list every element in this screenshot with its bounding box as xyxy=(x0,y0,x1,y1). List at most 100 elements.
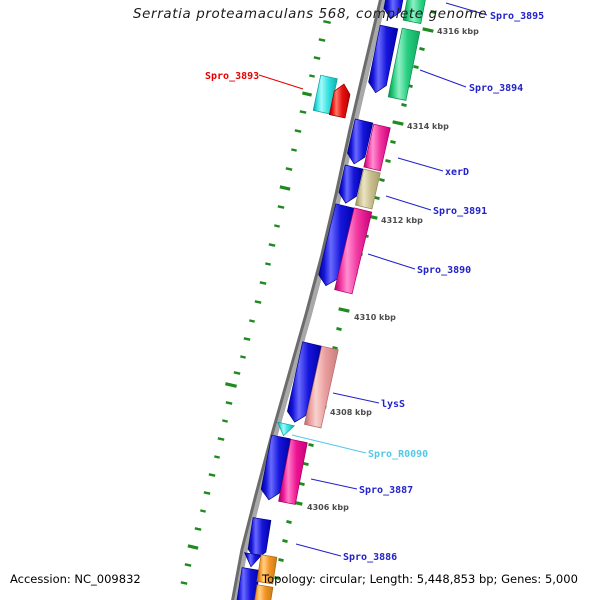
gene-shape-spro3894[interactable] xyxy=(387,27,421,101)
inner-ring-mark xyxy=(208,473,216,477)
inner-ring-mark xyxy=(265,262,271,266)
ruler-tick-minor xyxy=(430,10,436,14)
ruler-tick-major xyxy=(392,120,404,126)
ruler-tick-minor xyxy=(379,178,385,182)
ruler-tick-label: 4316 kbp xyxy=(437,27,479,36)
ruler-tick-minor xyxy=(286,520,292,524)
gene-shape-spro3895[interactable] xyxy=(402,0,433,25)
gene-shape-spro3894-cds[interactable] xyxy=(368,24,399,94)
gene-shape-spro-r0090[interactable] xyxy=(277,421,296,437)
ruler-tick-minor xyxy=(274,576,280,580)
gene-shape-bottom-gene-1[interactable] xyxy=(256,554,278,585)
inner-ring-mark xyxy=(240,355,246,359)
ruler-tick-minor xyxy=(385,159,391,163)
label-callout-line xyxy=(332,392,380,404)
gene-shape-spro3893-b[interactable] xyxy=(328,83,351,119)
ruler-tick-minor xyxy=(374,196,380,200)
gene-label-spro-3893[interactable]: Spro_3893 xyxy=(205,71,259,82)
inner-ring-mark xyxy=(233,371,241,375)
gene-label-spro-3887[interactable]: Spro_3887 xyxy=(359,485,413,496)
topology-stats-text: Topology: circular; Length: 5,448,853 bp… xyxy=(262,572,578,586)
gene-shape-spro3891[interactable] xyxy=(354,168,381,210)
label-callout-line xyxy=(419,69,467,88)
ruler-tick-label: 4308 kbp xyxy=(330,408,372,417)
inner-ring-mark xyxy=(313,56,321,60)
label-callout-line xyxy=(310,478,358,490)
label-callout-line xyxy=(367,253,416,270)
gene-label-lyss[interactable]: lysS xyxy=(381,399,405,410)
ruler-tick-minor xyxy=(282,539,288,543)
label-callout-line xyxy=(291,434,367,454)
inner-ring-mark xyxy=(254,300,262,304)
gene-shape-lyss[interactable] xyxy=(303,345,339,429)
gene-label-spro-3895[interactable]: Spro_3895 xyxy=(490,11,544,22)
inner-ring-mark xyxy=(302,91,312,97)
gene-shape-next-cds-tip[interactable] xyxy=(244,552,263,568)
gene-label-spro-r0090[interactable]: Spro_R0090 xyxy=(368,449,428,460)
inner-ring-mark xyxy=(222,419,228,423)
gene-shape-spro3890[interactable] xyxy=(334,207,373,295)
gene-shape-spro3887-cds[interactable] xyxy=(260,434,291,501)
inner-ring-mark xyxy=(217,437,225,441)
inner-ring-mark xyxy=(203,491,211,495)
gene-label-xerd[interactable]: xerD xyxy=(445,167,469,178)
ruler-tick-label: 4306 kbp xyxy=(307,503,349,512)
inner-ring-mark xyxy=(277,205,285,209)
ruler-tick-minor xyxy=(413,65,419,69)
inner-ring-mark xyxy=(294,129,302,133)
gene-shape-spro3891-cds[interactable] xyxy=(338,164,364,204)
gene-shape-bottom-gene-2[interactable] xyxy=(253,584,274,600)
ruler-tick-minor xyxy=(419,47,425,51)
inner-ring-mark xyxy=(187,544,199,550)
inner-ring-mark xyxy=(184,563,192,567)
ruler-tick-minor xyxy=(336,327,342,331)
gene-label-spro-3891[interactable]: Spro_3891 xyxy=(433,206,487,217)
inner-ring-mark xyxy=(268,243,276,247)
inner-ring-mark xyxy=(194,527,202,531)
page-title: Serratia proteamaculans 568, complete ge… xyxy=(133,7,488,22)
inner-ring-mark xyxy=(318,38,326,42)
inner-ring-mark xyxy=(279,185,291,191)
gene-shape-spro3890-cds[interactable] xyxy=(318,203,355,287)
ruler-tick-major xyxy=(422,27,434,33)
ruler-tick-minor xyxy=(390,140,396,144)
label-callout-line xyxy=(258,74,304,90)
ruler-tick-major xyxy=(338,307,350,313)
inner-ring-mark xyxy=(214,455,220,459)
inner-ring-mark xyxy=(243,337,251,341)
inner-ring-mark xyxy=(180,581,188,585)
inner-ring-mark xyxy=(249,319,255,323)
gene-label-spro-3890[interactable]: Spro_3890 xyxy=(417,265,471,276)
ruler-tick-label: 4310 kbp xyxy=(354,313,396,322)
inner-ring-mark xyxy=(200,509,206,513)
inner-ring-mark xyxy=(225,401,233,405)
accession-text: Accession: NC_009832 xyxy=(10,572,141,586)
gene-shape-lyss-cds[interactable] xyxy=(287,341,322,423)
inner-ring-mark xyxy=(285,167,293,171)
gene-shape-spro3895-cds[interactable] xyxy=(383,0,410,20)
gene-shape-xerd[interactable] xyxy=(363,123,391,172)
inner-ring-mark xyxy=(259,281,267,285)
gene-shape-bottom-cds[interactable] xyxy=(235,567,261,600)
inner-ring-mark xyxy=(323,19,331,25)
ruler-tick-minor xyxy=(308,443,314,447)
label-callout-line xyxy=(295,543,342,557)
label-callout-line xyxy=(397,157,444,172)
gene-label-spro-3886[interactable]: Spro_3886 xyxy=(343,552,397,563)
ruler-tick-label: 4314 kbp xyxy=(407,122,449,131)
label-callout-line xyxy=(445,2,488,16)
gene-label-spro-3894[interactable]: Spro_3894 xyxy=(469,83,523,94)
inner-ring-mark xyxy=(309,74,315,78)
gene-shape-spro3887[interactable] xyxy=(278,438,308,505)
ruler-tick-minor xyxy=(299,482,305,486)
ruler-tick-minor xyxy=(401,103,407,107)
ruler-tick-label: 4312 kbp xyxy=(381,216,423,225)
inner-ring-mark xyxy=(225,382,237,388)
inner-ring-mark xyxy=(274,224,280,228)
genome-backbone-highlight xyxy=(234,0,387,600)
ruler-tick-minor xyxy=(303,462,309,466)
inner-ring-mark xyxy=(291,148,297,152)
gene-shape-xerd-cds[interactable] xyxy=(347,118,374,165)
